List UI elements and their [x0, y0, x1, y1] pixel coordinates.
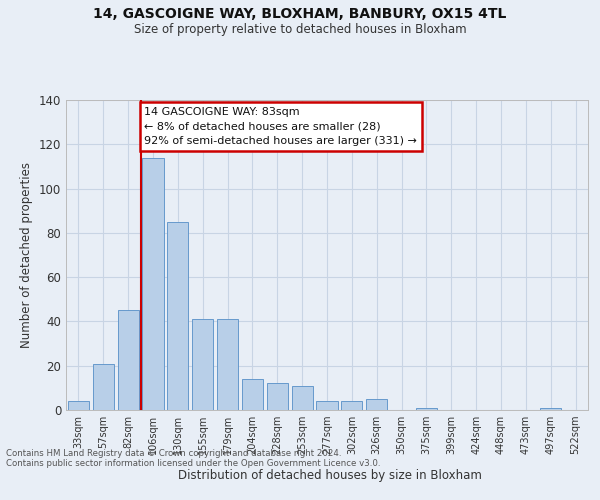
Bar: [192, 319, 213, 410]
Bar: [366, 399, 387, 410]
Bar: [341, 401, 362, 410]
Bar: [217, 319, 238, 410]
Text: Size of property relative to detached houses in Bloxham: Size of property relative to detached ho…: [134, 22, 466, 36]
Bar: [267, 384, 288, 410]
Bar: [142, 158, 164, 410]
Text: 14, GASCOIGNE WAY, BLOXHAM, BANBURY, OX15 4TL: 14, GASCOIGNE WAY, BLOXHAM, BANBURY, OX1…: [94, 8, 506, 22]
Bar: [118, 310, 139, 410]
Bar: [416, 408, 437, 410]
Bar: [242, 379, 263, 410]
Y-axis label: Number of detached properties: Number of detached properties: [20, 162, 33, 348]
Bar: [316, 401, 338, 410]
Bar: [68, 401, 89, 410]
Text: Distribution of detached houses by size in Bloxham: Distribution of detached houses by size …: [178, 470, 482, 482]
Bar: [292, 386, 313, 410]
Bar: [167, 222, 188, 410]
Text: 14 GASCOIGNE WAY: 83sqm
← 8% of detached houses are smaller (28)
92% of semi-det: 14 GASCOIGNE WAY: 83sqm ← 8% of detached…: [145, 106, 417, 146]
Bar: [540, 408, 561, 410]
Text: Contains HM Land Registry data © Crown copyright and database right 2024.: Contains HM Land Registry data © Crown c…: [6, 448, 341, 458]
Text: Contains public sector information licensed under the Open Government Licence v3: Contains public sector information licen…: [6, 458, 380, 468]
Bar: [93, 364, 114, 410]
